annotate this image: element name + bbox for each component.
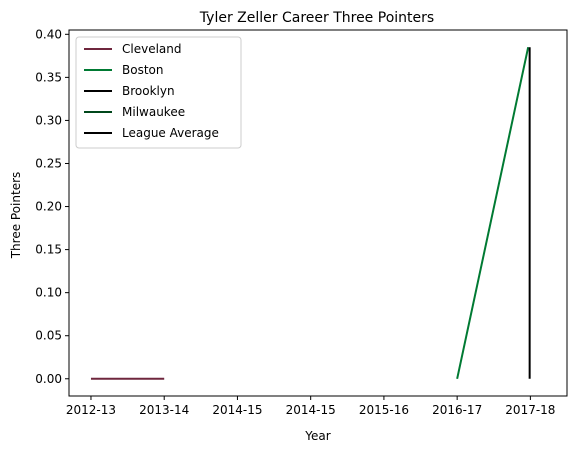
y-tick-label: 0.15 xyxy=(35,243,62,257)
series-layer xyxy=(90,47,531,380)
y-axis: 0.00 0.05 0.10 0.15 0.20 0.25 0.30 0.35 0.40 xyxy=(35,27,69,386)
x-tick-label: 2014-15 xyxy=(286,403,336,417)
y-tick-label: 0.25 xyxy=(35,156,62,170)
legend-label: Boston xyxy=(122,63,163,77)
y-tick-label: 0.35 xyxy=(35,70,62,84)
y-axis-label: Three Pointers xyxy=(9,172,23,260)
legend: Cleveland Boston Brooklyn Milwaukee League A… xyxy=(75,36,242,149)
y-tick-label: 0.10 xyxy=(35,286,62,300)
x-tick-label: 2016-17 xyxy=(432,403,482,417)
x-tick-label: 2015-16 xyxy=(359,403,409,417)
chart-title: Tyler Zeller Career Three Pointers xyxy=(199,10,434,26)
y-tick-label: 0.20 xyxy=(35,200,62,214)
x-tick-label: 2012-13 xyxy=(66,403,116,417)
y-tick-label: 0.00 xyxy=(35,372,62,386)
x-axis: 2012-13 2013-14 2014-15 2014-15 2015-16 2016-… xyxy=(66,396,555,417)
y-tick-label: 0.30 xyxy=(35,113,62,127)
legend-label: Brooklyn xyxy=(122,84,175,98)
x-tick-label: 2017-18 xyxy=(505,403,555,417)
x-tick-label: 2014-15 xyxy=(212,403,262,417)
series-line-boston xyxy=(456,47,530,379)
legend-label: Milwaukee xyxy=(122,105,185,119)
legend-label: League Average xyxy=(122,126,219,140)
x-axis-label: Year xyxy=(304,429,330,443)
legend-label: Cleveland xyxy=(122,42,182,56)
y-tick-label: 0.40 xyxy=(35,27,62,41)
legend-box xyxy=(75,36,242,149)
y-tick-label: 0.05 xyxy=(35,329,62,343)
x-tick-label: 2013-14 xyxy=(139,403,189,417)
